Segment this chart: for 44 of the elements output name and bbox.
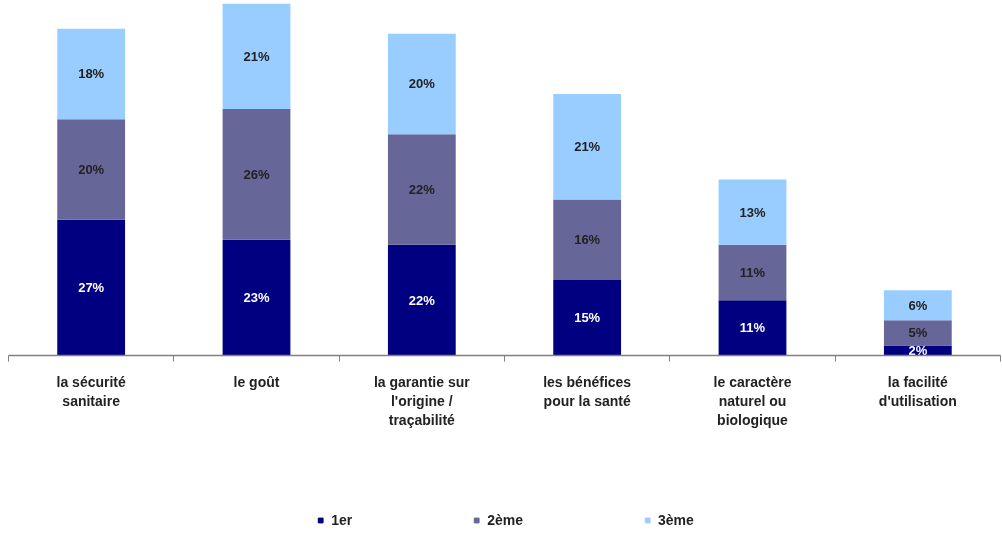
data-label: 6% [908,297,928,313]
legend-label: 1er [331,512,353,528]
data-label: 11% [739,320,766,336]
data-label: 15% [574,310,601,326]
bar [57,119,126,220]
data-label: 5% [908,325,928,341]
bar [222,239,291,356]
data-label: 11% [739,265,766,281]
x-tick-label: la garantie sur l'origine / traçabilité [373,373,471,428]
x-tick-label: les bénéfices pour la santé [543,373,632,409]
data-label: 18% [78,66,105,82]
bar [222,109,291,240]
bar [883,320,952,346]
bar [718,179,787,245]
data-label: 22% [408,182,436,198]
data-label: 22% [408,292,436,308]
bar [553,280,622,356]
bar [883,290,952,321]
bar [718,300,787,356]
bar [553,94,622,200]
bar [387,134,456,245]
bar [387,33,456,135]
data-label: 27% [78,280,105,296]
legend-label: 2ème [487,512,524,528]
bar [553,199,622,281]
bar [222,3,291,110]
bar [387,244,456,356]
bar [57,28,126,120]
data-label: 2% [908,342,928,358]
x-tick-label: la sécurité sanitaire [56,373,127,409]
data-label: 23% [243,290,270,306]
bar [718,244,787,301]
data-label: 13% [739,204,766,220]
data-label: 21% [574,139,601,155]
data-label: 20% [408,76,436,92]
data-label: 16% [574,232,601,248]
x-tick-label: le caractère naturel ou biologique [713,373,792,428]
data-label: 26% [243,166,270,182]
legend-label: 3ème [658,512,694,528]
x-tick-label: le goût [233,373,280,390]
data-label: 20% [78,161,105,177]
bar [57,219,126,356]
x-tick-label: la facilité d'utilisation [878,373,957,409]
data-label: 21% [243,48,270,64]
